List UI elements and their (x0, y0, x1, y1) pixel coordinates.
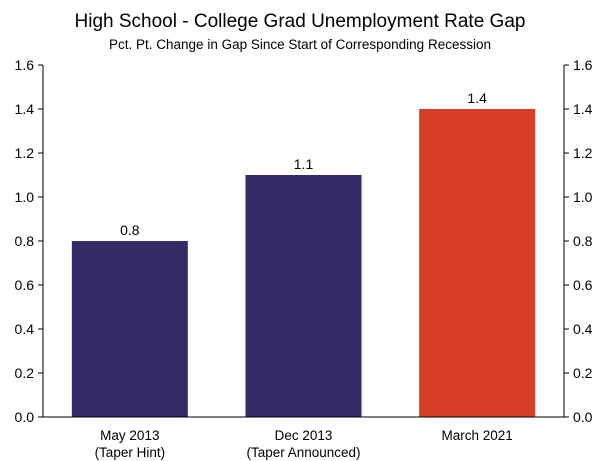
y-tick-label-right: 0.2 (573, 365, 593, 381)
x-tick-label: (Taper Announced) (246, 445, 360, 460)
bar (245, 175, 362, 417)
y-tick-label-right: 1.6 (573, 57, 593, 73)
data-label: 1.1 (294, 156, 314, 172)
y-tick-label-left: 0.4 (15, 321, 35, 337)
chart-title: High School - College Grad Unemployment … (74, 11, 526, 32)
x-tick-label: Dec 2013 (275, 428, 333, 443)
y-tick-label-left: 1.2 (15, 145, 35, 161)
y-tick-label-left: 1.6 (15, 57, 35, 73)
chart-subtitle: Pct. Pt. Change in Gap Since Start of Co… (109, 37, 491, 52)
bar (419, 109, 536, 417)
bar (71, 241, 188, 417)
y-tick-label-left: 0.2 (15, 365, 35, 381)
x-tick-label: March 2021 (442, 428, 513, 443)
y-tick-label-right: 1.0 (573, 189, 593, 205)
data-label: 0.8 (120, 222, 140, 238)
y-tick-label-left: 0.6 (15, 277, 35, 293)
y-tick-label-left: 1.0 (15, 189, 35, 205)
y-tick-label-right: 1.2 (573, 145, 593, 161)
y-tick-label-right: 0.6 (573, 277, 593, 293)
y-tick-label-left: 0.0 (15, 409, 35, 425)
x-tick-label: May 2013 (100, 428, 159, 443)
y-tick-label-left: 0.8 (15, 233, 35, 249)
y-tick-label-right: 0.8 (573, 233, 593, 249)
y-tick-label-right: 1.4 (573, 101, 593, 117)
y-tick-label-right: 0.0 (573, 409, 593, 425)
data-label: 1.4 (467, 90, 487, 106)
x-tick-label: (Taper Hint) (95, 445, 166, 460)
y-tick-label-right: 0.4 (573, 321, 593, 337)
y-tick-label-left: 1.4 (15, 101, 35, 117)
